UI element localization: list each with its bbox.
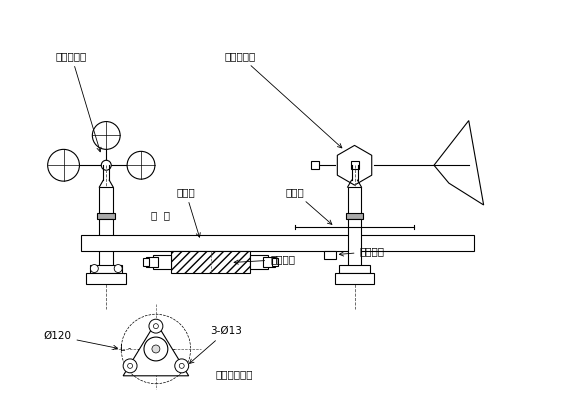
Bar [153, 255, 171, 269]
Text: 电缆插座: 电缆插座 [339, 246, 385, 257]
Bar [324, 250, 336, 259]
Bar [272, 258, 278, 265]
Text: 支  柱: 支 柱 [152, 210, 170, 220]
Bar [82, 235, 474, 250]
Bar [146, 257, 158, 267]
Circle shape [48, 149, 79, 181]
Polygon shape [338, 145, 372, 185]
Circle shape [144, 337, 168, 361]
Bar [263, 257, 275, 267]
Text: 安装底座: 安装底座 [234, 255, 295, 265]
Text: 风向传感器: 风向传感器 [224, 51, 342, 148]
Circle shape [152, 345, 160, 353]
Bar [311, 161, 319, 169]
Bar [171, 250, 250, 273]
Text: Ø120: Ø120 [44, 331, 118, 349]
Bar [250, 255, 268, 269]
Circle shape [127, 363, 133, 368]
Bar [99, 187, 113, 215]
Circle shape [123, 359, 137, 373]
Circle shape [153, 324, 158, 328]
Bar [339, 265, 370, 273]
Text: 安装架: 安装架 [176, 187, 200, 237]
Circle shape [114, 265, 122, 273]
Bar [143, 258, 149, 265]
Circle shape [127, 152, 155, 179]
Bar [98, 213, 115, 219]
Polygon shape [123, 322, 189, 376]
Text: 风速传感器: 风速传感器 [56, 51, 101, 152]
Polygon shape [434, 120, 484, 205]
Bar [335, 273, 374, 284]
Bar [90, 265, 122, 273]
Circle shape [149, 319, 163, 333]
Bar [348, 219, 362, 269]
Text: 安装底座尺寸: 安装底座尺寸 [215, 369, 253, 379]
Circle shape [101, 160, 111, 170]
Text: 指北杆: 指北杆 [286, 187, 332, 224]
Text: 3-Ø13: 3-Ø13 [189, 326, 242, 364]
Circle shape [179, 363, 184, 368]
Circle shape [90, 265, 98, 273]
Bar [99, 219, 113, 269]
Circle shape [92, 122, 120, 149]
Bar [87, 273, 126, 284]
Circle shape [174, 359, 189, 373]
Bar [348, 187, 362, 215]
Text: - L -: - L - [114, 345, 131, 354]
Bar [351, 161, 359, 169]
Bar [346, 213, 363, 219]
